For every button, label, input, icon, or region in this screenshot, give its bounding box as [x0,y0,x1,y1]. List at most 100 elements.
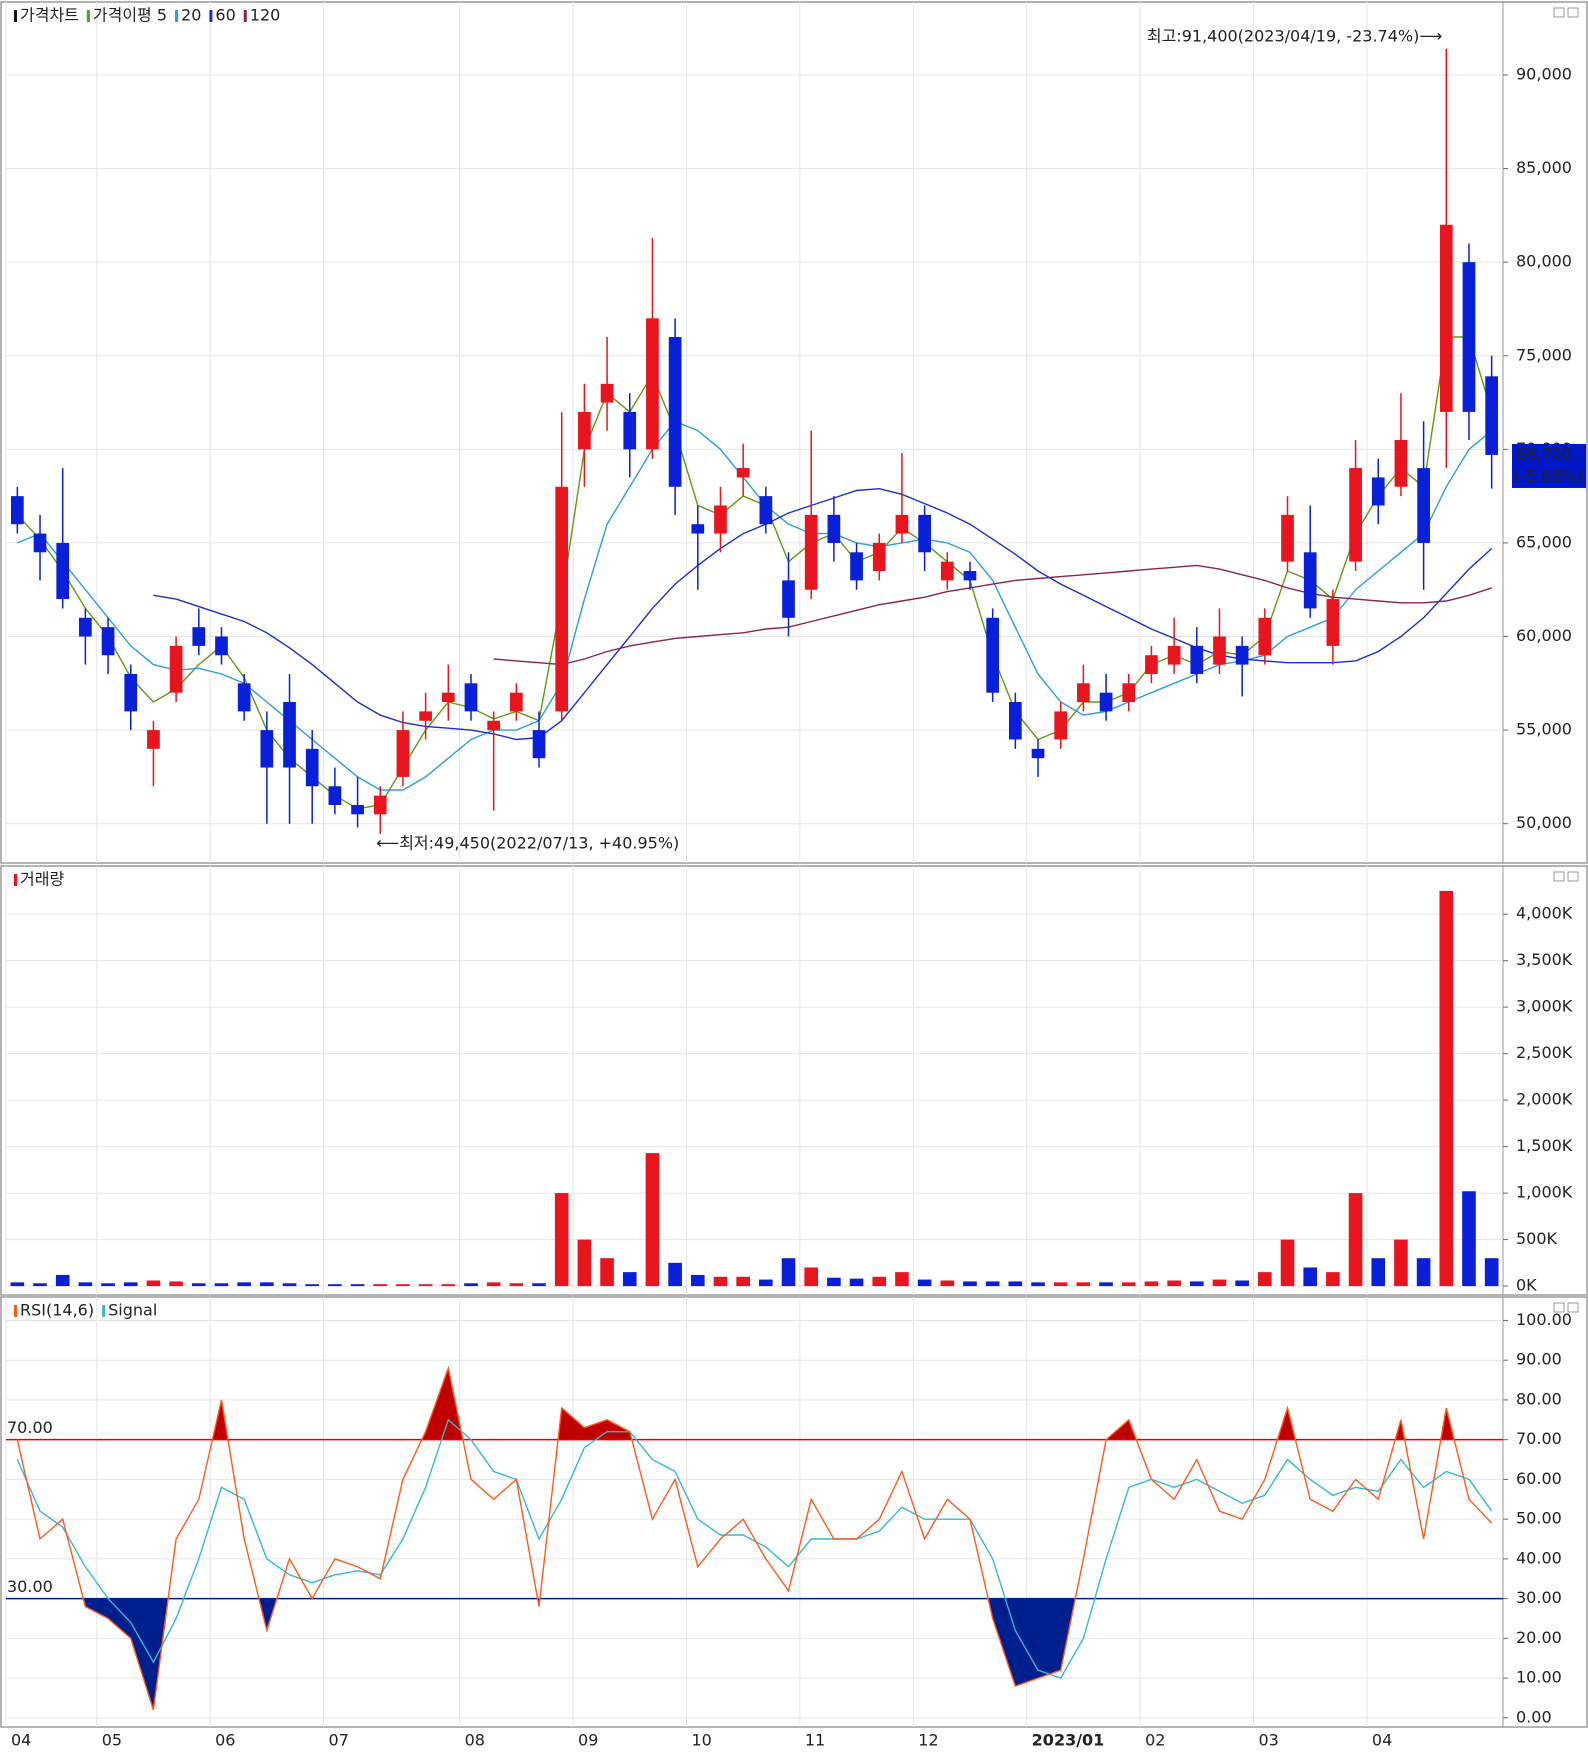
candle-body [487,720,501,731]
candle-body [192,627,206,646]
y-tick-label: 3,000K [1516,997,1573,1016]
volume-bar [260,1282,274,1287]
candle-body [1167,645,1181,665]
candle-body [101,627,115,656]
y-tick-label: 60,000 [1516,626,1572,645]
last-price: 69,700 [1516,444,1572,463]
y-tick-label: 30.00 [1516,1588,1562,1607]
volume-bar [237,1282,251,1287]
volume-bar [1394,1239,1408,1287]
volume-bar [1280,1239,1295,1287]
y-tick-label: 85,000 [1516,158,1572,177]
volume-bar [781,1258,796,1287]
candle-body [555,486,569,712]
x-tick-label: 09 [578,1731,598,1750]
volume-bar [373,1284,388,1287]
volume-bar [101,1283,115,1287]
candle-body [1371,477,1385,506]
candle-body [509,692,523,712]
legend-label: RSI(14,6) [20,1301,94,1320]
candle-body [1439,224,1453,412]
y-tick-label: 0K [1516,1276,1537,1295]
y-tick-label: 50,000 [1516,813,1572,832]
volume-bar [713,1276,728,1287]
candle-body [10,496,24,525]
volume-bar [532,1283,546,1287]
y-tick-label: 70.00 [1516,1429,1562,1448]
panel-icon [1567,871,1579,882]
volume-bar [146,1280,161,1287]
legend-label: 60 [215,6,235,25]
volume-bar [1189,1281,1204,1287]
x-tick-label: 03 [1259,1731,1279,1750]
y-tick-label: 10.00 [1516,1668,1562,1687]
candle-body [1303,552,1317,609]
candle-body [850,552,863,581]
candle-body [283,702,296,768]
volume-bar [917,1279,932,1287]
volume-bar [328,1284,342,1287]
volume-bar [1212,1279,1227,1287]
volume-bar [1121,1282,1136,1287]
level-label: 70.00 [7,1418,53,1437]
volume-bar [690,1274,705,1287]
candle-body [1462,262,1476,412]
moving-average-line [153,487,1493,741]
volume-bar [985,1281,1000,1287]
volume-bar [214,1283,229,1287]
y-tick-label: 80.00 [1516,1389,1562,1408]
moving-average-line [493,564,1492,666]
y-tick-label: 55,000 [1516,720,1572,739]
legend-label: 120 [250,6,281,25]
candle-body [305,748,319,787]
volume-bar [396,1284,410,1287]
volume-bar [350,1284,365,1287]
volume-bar [963,1281,977,1287]
volume-bar [600,1258,614,1287]
candle-body [646,318,659,450]
volume-bar [191,1283,206,1287]
candle-body [986,617,1000,693]
volume-bar [736,1276,750,1287]
volume-bar [305,1284,320,1287]
volume-bar [1144,1281,1159,1287]
volume-bar [577,1239,592,1287]
volume-bar [1371,1258,1386,1287]
volume-bar [940,1280,955,1287]
volume-bar [1053,1282,1068,1287]
volume-bar [509,1283,524,1287]
candle-body [33,533,47,553]
volume-bar [645,1153,660,1287]
y-tick-label: 90,000 [1516,64,1572,83]
volume-bar [1031,1282,1045,1287]
candle-body [1349,468,1362,562]
candle-body [736,468,750,478]
volume-bar [1258,1272,1272,1287]
candle-body [782,580,795,618]
panel-icon [1553,1302,1565,1313]
candle-body [578,411,591,450]
candle-body [532,730,546,759]
candle-body [759,496,773,525]
candle-body [237,683,251,712]
volume-bar [10,1282,25,1287]
x-tick-label: 12 [918,1731,938,1750]
volume-bar [872,1276,887,1287]
volume-bar [827,1277,841,1287]
candle-body [1281,514,1294,562]
x-tick-label: 02 [1145,1731,1165,1750]
candle-body [827,514,841,543]
y-tick-label: 4,000K [1516,904,1573,923]
y-tick-label: 80,000 [1516,252,1572,271]
volume-bar [282,1283,297,1287]
panel-icon [1553,871,1565,882]
y-tick-label: 40.00 [1516,1548,1562,1567]
volume-bar [668,1262,682,1287]
candle-body [691,524,705,534]
volume-bar [418,1284,433,1287]
x-tick-label: 10 [691,1731,711,1750]
legend-swatch [209,10,213,22]
x-tick-label: 2023/01 [1032,1731,1105,1750]
volume-bar [1416,1258,1431,1287]
